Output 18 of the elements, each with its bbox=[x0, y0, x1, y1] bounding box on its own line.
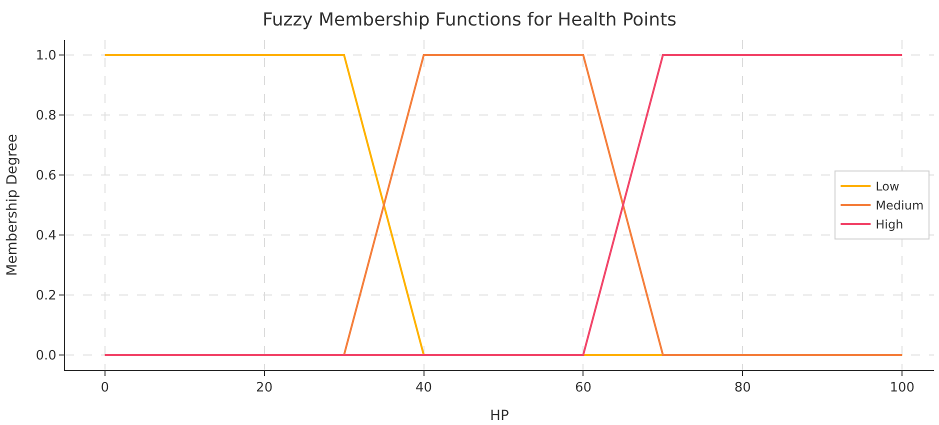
chart-title: Fuzzy Membership Functions for Health Points bbox=[262, 9, 677, 30]
y-tick-label: 1.0 bbox=[36, 48, 56, 64]
x-tick-label: 0 bbox=[100, 380, 109, 396]
y-tick-label: 0.6 bbox=[36, 168, 56, 184]
x-tick-label: 40 bbox=[415, 380, 432, 396]
x-axis-title: HP bbox=[490, 408, 509, 424]
y-axis-title: Membership Degree bbox=[4, 134, 20, 276]
y-tick-label: 0.0 bbox=[36, 348, 56, 364]
x-tick-label: 60 bbox=[574, 380, 592, 396]
legend-label: Low bbox=[876, 180, 900, 194]
x-tick-label: 20 bbox=[256, 380, 273, 396]
legend-label: High bbox=[876, 218, 904, 232]
y-tick-label: 0.8 bbox=[36, 108, 56, 124]
x-tick-label: 80 bbox=[734, 380, 751, 396]
y-tick-label: 0.4 bbox=[36, 228, 56, 244]
x-tick-label: 100 bbox=[890, 380, 915, 396]
legend-label: Medium bbox=[876, 198, 924, 213]
y-tick-label: 0.2 bbox=[36, 288, 56, 304]
